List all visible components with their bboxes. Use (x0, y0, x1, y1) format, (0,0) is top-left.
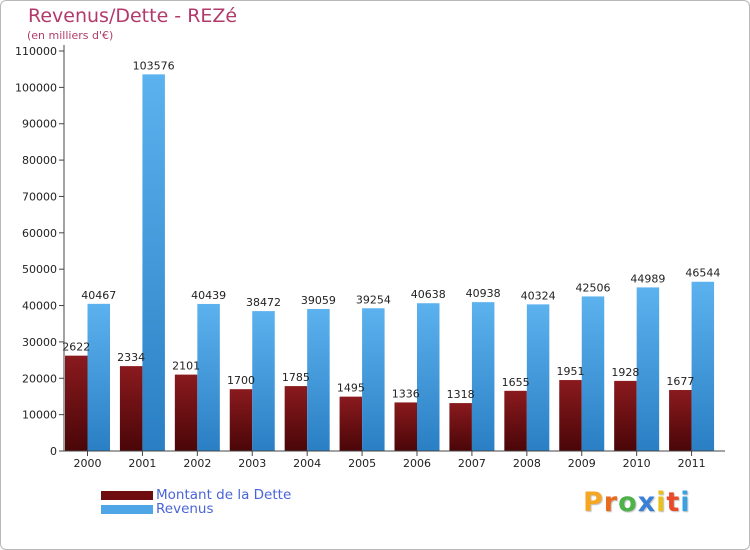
proxiti-logo: Proxiti (583, 487, 691, 518)
y-tick-label-110000: 110000 (15, 45, 57, 58)
data-label-debt-2000: 2622 (62, 341, 90, 354)
data-label-revenus-2001: 103576 (133, 59, 175, 72)
x-tick-label-2007: 2007 (458, 457, 486, 470)
data-label-debt-2008: 1655 (502, 376, 530, 389)
x-tick-label-2011: 2011 (678, 457, 706, 470)
data-label-debt-2001: 2334 (117, 351, 145, 364)
y-tick-label-70000: 70000 (22, 190, 57, 203)
data-label-debt-2003: 1700 (227, 374, 255, 387)
bar-debt-2011 (669, 390, 692, 451)
bar-revenus-2006 (417, 303, 440, 451)
y-tick-label-60000: 60000 (22, 227, 57, 240)
data-label-debt-2011: 1677 (666, 375, 694, 388)
y-tick-label-0: 0 (50, 445, 57, 458)
logo-letter: P (583, 487, 604, 518)
bars-layer (65, 74, 715, 452)
x-tick-label-2005: 2005 (348, 457, 376, 470)
legend-item-debt: Montant de la Dette (101, 487, 291, 503)
x-tick-label-2010: 2010 (623, 457, 651, 470)
y-tick-label-30000: 30000 (22, 336, 57, 349)
chart-title: Revenus/Dette - REZé (28, 5, 238, 27)
bar-debt-2004 (284, 386, 308, 451)
data-label-revenus-2011: 46544 (685, 267, 720, 280)
legend-label-revenus: Revenus (156, 501, 214, 517)
bar-debt-2010 (614, 380, 637, 451)
bar-debt-2005 (339, 396, 363, 451)
logo-letter: i (656, 487, 667, 518)
data-label-debt-2009: 1951 (557, 365, 585, 378)
data-label-revenus-2005: 39254 (356, 293, 391, 306)
bar-revenus-2005 (362, 308, 385, 451)
bar-revenus-2009 (581, 296, 605, 451)
bar-revenus-2000 (87, 303, 110, 451)
x-tick-label-2000: 2000 (74, 457, 102, 470)
legend-swatch-revenus (101, 504, 153, 514)
bar-revenus-2002 (197, 303, 220, 451)
bar-revenus-2011 (691, 281, 715, 451)
data-label-debt-2007: 1318 (447, 388, 475, 401)
y-tick-label-100000: 100000 (15, 81, 57, 94)
data-label-debt-2005: 1495 (337, 382, 365, 395)
bar-debt-2006 (394, 402, 417, 451)
data-label-debt-2002: 2101 (172, 360, 200, 373)
data-label-revenus-2000: 40467 (81, 289, 116, 302)
bar-revenus-2001 (142, 74, 165, 452)
x-tick-label-2002: 2002 (183, 457, 211, 470)
bar-revenus-2003 (252, 311, 275, 451)
data-label-revenus-2007: 40938 (466, 287, 501, 300)
bar-debt-2002 (174, 374, 198, 451)
bar-debt-2001 (119, 366, 143, 451)
chart-subtitle: (en milliers d'€) (27, 29, 114, 42)
legend-swatch-debt (101, 490, 153, 500)
data-label-revenus-2003: 38472 (246, 296, 281, 309)
data-label-revenus-2002: 40439 (191, 289, 226, 302)
logo-letter: x (637, 487, 657, 518)
y-tick-label-20000: 20000 (22, 372, 57, 385)
data-label-debt-2004: 1785 (282, 371, 310, 384)
x-tick-label-2001: 2001 (128, 457, 156, 470)
bar-revenus-2010 (636, 287, 660, 451)
x-tick-label-2008: 2008 (513, 457, 541, 470)
x-tick-label-2004: 2004 (293, 457, 321, 470)
legend-label-debt: Montant de la Dette (156, 487, 292, 503)
bar-debt-2008 (504, 390, 527, 451)
legend-item-revenus: Revenus (101, 501, 214, 517)
bar-revenus-2008 (526, 304, 550, 451)
logo-letter: t (666, 487, 681, 518)
bar-debt-2003 (229, 389, 253, 451)
logo-letter: r (603, 487, 619, 518)
bar-debt-2007 (449, 403, 472, 451)
data-labels-layer: 2622 40467 2334 103576 2101 40439 1700 38472 178… (62, 59, 720, 401)
axis-layer: 0 10000 20000 30000 40000 50000 60000 70000 8000… (15, 45, 725, 470)
y-tick-label-40000: 40000 (22, 300, 57, 313)
data-label-debt-2006: 1336 (392, 387, 420, 400)
bar-debt-2000 (65, 355, 88, 451)
bar-chart: 2622 40467 2334 103576 2101 40439 1700 38472 178… (15, 45, 725, 470)
y-tick-label-80000: 80000 (22, 154, 57, 167)
data-label-revenus-2008: 40324 (521, 289, 556, 302)
bar-revenus-2007 (471, 302, 495, 451)
y-tick-label-50000: 50000 (22, 263, 57, 276)
data-label-revenus-2006: 40638 (411, 288, 446, 301)
x-tick-label-2009: 2009 (568, 457, 596, 470)
data-label-revenus-2009: 42506 (576, 281, 611, 294)
data-label-debt-2010: 1928 (611, 366, 639, 379)
data-label-revenus-2010: 44989 (630, 272, 665, 285)
y-tick-label-90000: 90000 (22, 118, 57, 131)
bar-debt-2009 (559, 380, 582, 451)
logo-letter: i (680, 487, 691, 518)
bar-revenus-2004 (307, 308, 330, 451)
data-label-revenus-2004: 39059 (301, 294, 336, 307)
logo-letter: o (618, 487, 638, 518)
x-tick-label-2006: 2006 (403, 457, 431, 470)
x-tick-label-2003: 2003 (238, 457, 266, 470)
y-tick-label-10000: 10000 (22, 409, 57, 422)
